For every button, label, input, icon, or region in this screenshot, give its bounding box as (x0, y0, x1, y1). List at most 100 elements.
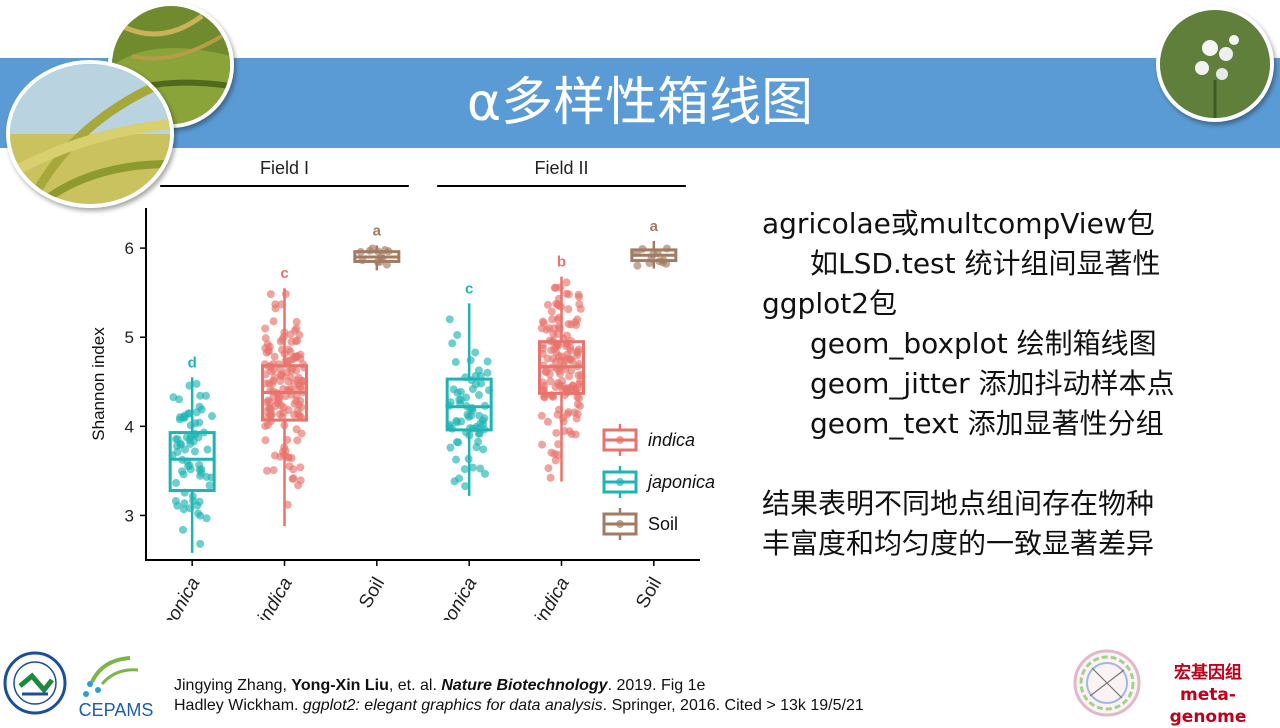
jitter-point (475, 391, 484, 400)
note-line-5: geom_jitter 添加抖动样本点 (810, 367, 1175, 400)
jitter-point (538, 440, 547, 449)
jitter-point (192, 408, 201, 417)
jitter-point (573, 400, 582, 409)
brand-cn: 宏基因组 (1174, 663, 1242, 683)
jitter-point (261, 324, 270, 333)
note-line-6: geom_text 添加显著性分组 (810, 407, 1164, 440)
y-tick-label: 5 (125, 328, 134, 347)
facet-label: Field I (260, 158, 309, 178)
jitter-point (479, 445, 488, 454)
jitter-point (558, 376, 567, 385)
citation: Jingying Zhang, Yong-Xin Liu, et. al. Na… (174, 676, 864, 716)
jitter-point (549, 329, 558, 338)
flower-photo (1156, 6, 1274, 122)
method-notes: agricolae或multcompView包 如LSD.test 统计组间显著… (762, 204, 1175, 564)
jitter-point (185, 461, 194, 470)
jitter-point (474, 366, 483, 375)
jitter-point (546, 473, 555, 482)
jitter-point (547, 307, 556, 316)
jitter-point (196, 539, 205, 548)
jitter-point (269, 366, 278, 375)
jitter-point (456, 387, 465, 396)
jitter-point (543, 354, 552, 363)
jitter-point (564, 319, 573, 328)
jitter-point (169, 393, 178, 402)
jitter-point (192, 379, 201, 388)
citation-year: . 2019. Fig 1e (607, 677, 706, 694)
jitter-point (446, 398, 455, 407)
jitter-point (279, 447, 288, 456)
jitter-point (564, 408, 573, 417)
jitter-point (261, 422, 270, 431)
jitter-point (538, 317, 547, 326)
citation-line-2: Hadley Wickham. ggplot2: elegant graphic… (174, 696, 864, 716)
jitter-point (445, 315, 454, 324)
jitter-point (172, 478, 181, 487)
significance-letter: d (188, 354, 197, 371)
jitter-point (474, 437, 483, 446)
y-tick-label: 6 (125, 239, 134, 258)
jitter-point (446, 443, 455, 452)
jitter-point (173, 501, 182, 510)
citation-highlight-author: Yong-Xin Liu (291, 677, 389, 694)
note-line-9: 丰富度和均匀度的一致显著差异 (762, 527, 1155, 560)
jitter-point (543, 417, 552, 426)
jitter-point (462, 393, 471, 402)
jitter-point (290, 379, 299, 388)
significance-letter: a (650, 218, 659, 235)
jitter-point (284, 406, 293, 415)
cepams-logo: CEPAMS (79, 656, 153, 718)
jitter-point (565, 427, 574, 436)
jitter-point (264, 346, 273, 355)
jitter-point (574, 290, 583, 299)
significance-letter: a (373, 222, 382, 239)
jitter-point (562, 278, 571, 287)
legend-key-point (616, 436, 624, 444)
jitter-point (553, 410, 562, 419)
jitter-point (179, 505, 188, 514)
citation-author-2: Hadley Wickham. (174, 697, 303, 714)
rice-field-image (112, 6, 230, 124)
jitter-point (186, 439, 195, 448)
citation-authors: Jingying Zhang, (174, 677, 292, 694)
x-tick-label: Soil (632, 574, 666, 612)
jitter-point (549, 392, 558, 401)
jitter-point (572, 414, 581, 423)
significance-letter: c (280, 265, 288, 282)
significance-letter: b (557, 254, 566, 271)
jitter-point (461, 482, 470, 491)
institute-seal-logo (3, 651, 67, 715)
jitter-point (468, 463, 477, 472)
citation-journal: Nature Biotechnology (441, 677, 608, 694)
jitter-point (556, 356, 565, 365)
jitter-point (537, 324, 546, 333)
jitter-point (287, 366, 296, 375)
citation-book: ggplot2: elegant graphics for data analy… (302, 697, 603, 714)
jitter-point (202, 514, 211, 523)
jitter-point (276, 377, 285, 386)
jitter-point (570, 385, 579, 394)
jitter-point (261, 334, 270, 343)
jitter-point (468, 385, 477, 394)
jitter-point (177, 467, 186, 476)
jitter-point (480, 414, 489, 423)
jitter-point (265, 398, 274, 407)
jitter-point (289, 474, 298, 483)
jitter-point (284, 453, 293, 462)
jitter-point (476, 464, 485, 473)
jitter-point (207, 412, 216, 421)
jitter-point (291, 352, 300, 361)
jitter-point (190, 447, 199, 456)
y-axis-label: Shannon index (89, 327, 108, 441)
box-rect (445, 377, 493, 432)
jitter-point (551, 283, 560, 292)
circular-tree-logo (1073, 649, 1141, 717)
shannon-boxplot-chart: 3 4 5 6 Shannon index Field I Field II japonica… (89, 158, 715, 620)
flower-image (1160, 10, 1270, 118)
jitter-point (455, 474, 464, 483)
jitter-point (269, 317, 278, 326)
jitter-point (568, 357, 577, 366)
jitter-point (541, 367, 550, 376)
jitter-point (286, 330, 295, 339)
jitter-point (564, 305, 573, 314)
